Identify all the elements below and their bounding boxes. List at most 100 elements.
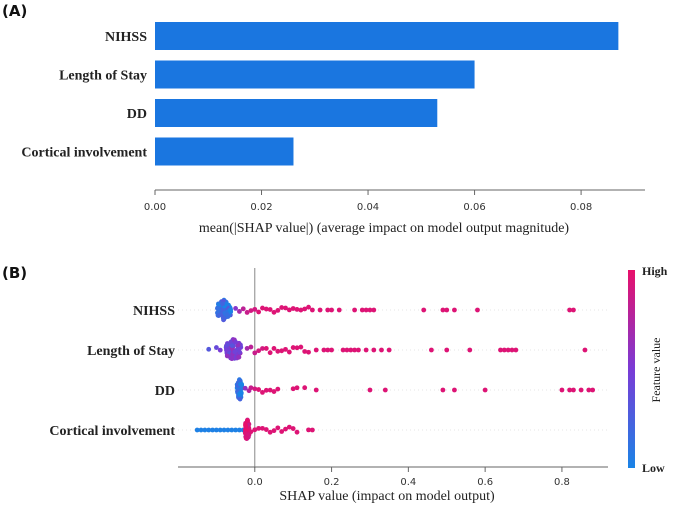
shap-point [444,347,450,353]
shap-point [505,347,511,353]
shap-point [227,307,233,313]
shap-point [220,315,226,321]
shap-point [283,426,288,432]
shap-point [202,427,208,433]
shap-point [271,309,277,315]
shap-point [363,307,369,313]
shap-point [309,307,315,313]
shap-point [271,346,277,351]
shap-point [340,347,346,353]
panel-b-tick-label: 0.8 [554,477,570,488]
shap-point [217,427,223,433]
shap-point [238,390,244,395]
shap-point [452,387,457,393]
shap-point [290,306,296,311]
shap-point [513,347,519,353]
shap-point [263,346,269,351]
shap-point [206,427,212,433]
shap-point [379,347,384,353]
bar-length-of-stay [155,60,475,89]
shap-point [256,425,262,431]
shap-point [256,309,262,315]
shap-point [290,426,296,431]
shap-point [236,354,242,360]
shap-point [298,307,304,313]
shap-point [440,307,446,313]
colorbar [628,270,635,468]
shap-point [371,307,377,313]
shap-point [194,427,200,433]
shap-point [260,425,265,431]
panel-a-tick-label: 0.04 [357,202,379,213]
bar-label: Cortical involvement [21,146,147,161]
shap-point [224,353,230,359]
shap-point [283,346,288,352]
shap-point [229,427,235,433]
shap-point [306,349,311,355]
shap-point [267,387,273,393]
panel-a-x-axis-title: mean(|SHAP value|) (average impact on mo… [199,221,569,236]
bar-cortical-involvement [155,137,294,166]
shap-point [232,349,238,355]
shap-point [242,385,248,391]
shap-point [444,307,450,313]
shap-point [213,427,219,433]
shap-point [586,387,592,393]
shap-point [317,307,323,313]
shap-point [382,387,388,393]
shap-point [260,390,265,395]
shap-point [237,427,242,433]
shap-point [298,344,304,350]
shap-point [275,348,281,354]
shap-point [229,343,235,349]
shap-point [237,396,243,402]
shap-point [248,429,254,435]
shap-point [233,427,238,433]
shap-point [371,347,377,353]
shap-point [271,428,277,434]
shap-point [233,339,239,345]
shap-point [248,344,254,350]
shap-point [336,307,342,313]
shap-point [421,307,427,313]
shap-point [275,308,281,313]
shap-point [348,347,354,353]
panel-b-beeswarm-chart: NIHSS Length of Stay DD Cortical involvemen… [49,268,608,488]
feature-label: DD [155,384,175,399]
shap-point [294,345,300,351]
shap-point [271,389,277,394]
colorbar-high-label: High [642,264,668,278]
shap-point [294,307,300,312]
shap-point [275,425,281,431]
panel-label-b: (B) [2,264,27,282]
panel-b-tick-label: 0.4 [400,477,416,488]
shap-point [325,307,331,313]
shap-point [578,387,584,393]
shap-point [302,349,308,354]
panel-a-tick-label: 0.02 [250,202,272,213]
panel-a-tick-label: 0.08 [570,202,592,213]
shap-point [210,427,215,433]
bar-label: Length of Stay [59,69,147,84]
bar-label: NIHSS [105,30,147,45]
colorbar-title: Feature value [649,338,663,403]
shap-point [252,427,258,433]
shap-point [363,347,369,353]
shap-point [452,307,457,313]
shap-point [240,306,246,312]
shap-point [590,387,596,393]
shap-point [325,347,331,353]
shap-point [217,347,223,353]
shap-point [294,429,300,435]
shap-point [198,427,204,433]
shap-point [428,347,434,353]
shap-point [263,427,269,432]
shap-point [286,424,292,430]
shap-point [571,307,576,313]
shap-point [567,387,573,393]
shap-point [279,348,285,354]
shap-point [256,348,262,354]
shap-point [243,435,249,441]
shap-point [279,429,285,434]
